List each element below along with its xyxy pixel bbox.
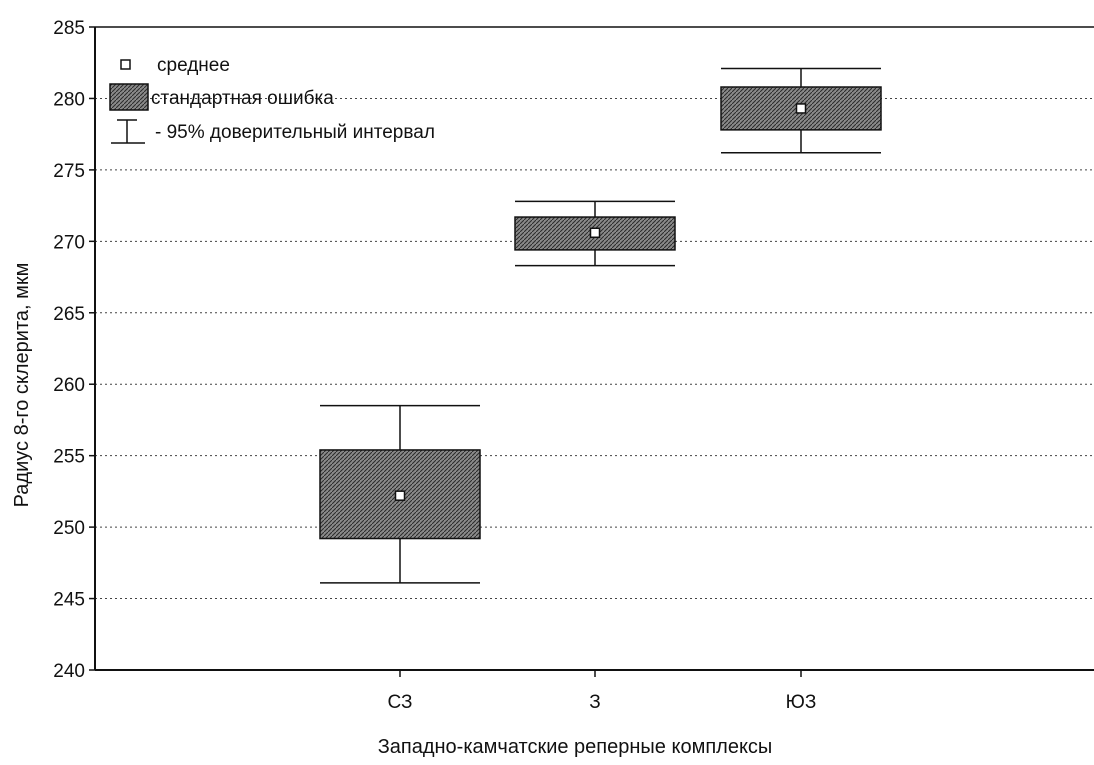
y-tick-label: 240 (53, 661, 85, 682)
y-tick-label: 255 (53, 447, 85, 468)
x-tick-label: З (589, 692, 600, 713)
x-tick-label: СЗ (388, 692, 413, 713)
legend-mean-marker (120, 59, 131, 70)
y-tick-label: 270 (53, 232, 85, 253)
x-tick-labels: СЗ З ЮЗ (388, 692, 817, 713)
y-tick-label: 280 (53, 89, 85, 110)
legend-ci-symbol (111, 119, 145, 144)
legend-se-swatch (109, 83, 149, 111)
mean-marker (795, 103, 807, 114)
y-tick-labels: 240 245 250 255 260 265 270 275 280 285 (53, 18, 85, 682)
y-tick-label: 275 (53, 161, 85, 182)
legend-mean-label: среднее (157, 55, 230, 76)
y-tick-label: 250 (53, 518, 85, 539)
y-tick-label: 260 (53, 375, 85, 396)
box-group (319, 404, 481, 584)
grid-lines (95, 26, 1094, 600)
box-group (514, 200, 676, 267)
legend-se-label: стандартная ошибка (151, 88, 334, 109)
mean-marker (589, 227, 601, 239)
legend-ci-label: - 95% доверительный интервал (155, 122, 435, 143)
y-tick-label: 285 (53, 18, 85, 39)
axes (89, 26, 1094, 677)
plot-area (319, 67, 882, 584)
y-tick-label: 245 (53, 590, 85, 611)
box-group (720, 67, 882, 154)
legend: среднее стандартная ошибка - 95% доверит… (109, 55, 435, 144)
x-tick-label: ЮЗ (786, 692, 817, 713)
y-tick-label: 265 (53, 304, 85, 325)
x-axis-title: Западно-камчатские реперные комплексы (378, 736, 773, 758)
y-axis-title: Радиус 8-го склерита, мкм (11, 263, 33, 508)
mean-marker (394, 490, 406, 501)
